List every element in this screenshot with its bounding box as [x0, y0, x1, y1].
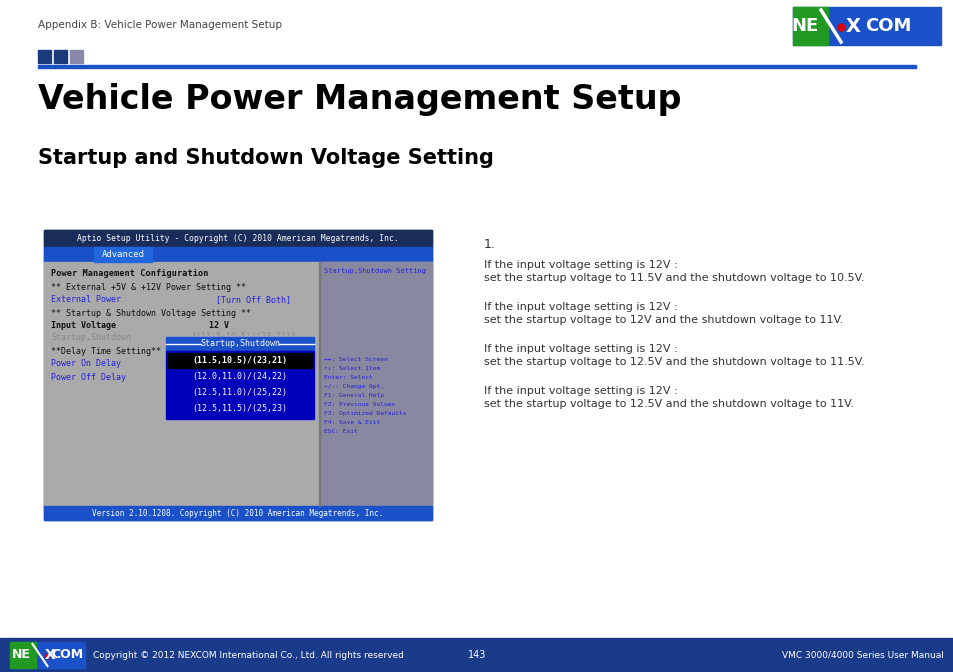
- Text: X: X: [45, 648, 55, 662]
- Bar: [0, 638, 953, 672]
- Text: 12 V: 12 V: [209, 321, 229, 330]
- Text: Startup,Shutdown: Startup,Shutdown: [200, 339, 280, 349]
- Text: Advanced: Advanced: [101, 250, 144, 259]
- Bar: [44, 506, 432, 520]
- Text: (12.5,11.5)/(25,23): (12.5,11.5)/(25,23): [193, 405, 287, 413]
- Bar: [792, 7, 940, 45]
- Text: Appendix B: Vehicle Power Management Setup: Appendix B: Vehicle Power Management Set…: [38, 20, 282, 30]
- Text: Startup,Shutdown Setting: Startup,Shutdown Setting: [324, 268, 426, 274]
- Text: NE: NE: [11, 648, 30, 661]
- Bar: [165, 336, 314, 420]
- Text: Startup and Shutdown Voltage Setting: Startup and Shutdown Voltage Setting: [38, 148, 494, 168]
- Bar: [38, 65, 915, 67]
- Text: 143: 143: [467, 650, 486, 660]
- Bar: [10, 642, 36, 668]
- Text: (12.5,11.0)/(25,22): (12.5,11.0)/(25,22): [193, 388, 287, 398]
- Text: F1: General Help: F1: General Help: [324, 393, 384, 398]
- Text: Enter: Select: Enter: Select: [324, 375, 373, 380]
- Text: Power On Delay: Power On Delay: [51, 358, 121, 368]
- Text: COM: COM: [51, 648, 83, 661]
- Text: F2: Previous Values: F2: Previous Values: [324, 402, 395, 407]
- Text: set the startup voltage to 12.5V and the shutdown voltage to 11V.: set the startup voltage to 12.5V and the…: [483, 399, 853, 409]
- Text: (12.0,11.0)/(24,22): (12.0,11.0)/(24,22): [193, 372, 287, 382]
- Text: If the input voltage setting is 12V :: If the input voltage setting is 12V :: [483, 302, 677, 312]
- Text: Input Voltage: Input Voltage: [51, 321, 116, 330]
- Text: set the startup voltage to 12V and the shutdown voltage to 11V.: set the startup voltage to 12V and the s…: [483, 315, 842, 325]
- Text: ** Startup & Shutdown Voltage Setting **: ** Startup & Shutdown Voltage Setting **: [51, 310, 251, 319]
- Text: If the input voltage setting is 12V :: If the input voltage setting is 12V :: [483, 386, 677, 396]
- Text: ** External +5V & +12V Power Setting **: ** External +5V & +12V Power Setting **: [51, 284, 246, 292]
- Text: Copyright © 2012 NEXCOM International Co., Ltd. All rights reserved: Copyright © 2012 NEXCOM International Co…: [92, 650, 403, 659]
- Text: Version 2.10.1208. Copyright (C) 2010 American Megatrends, Inc.: Version 2.10.1208. Copyright (C) 2010 Am…: [92, 509, 383, 517]
- Text: If the input voltage setting is 12V :: If the input voltage setting is 12V :: [483, 344, 677, 354]
- Bar: [168, 353, 312, 368]
- Text: ↑↓: Select Item: ↑↓: Select Item: [324, 366, 380, 371]
- Bar: [44, 247, 432, 262]
- Text: COM: COM: [864, 17, 910, 35]
- Polygon shape: [792, 7, 827, 45]
- Text: set the startup voltage to 11.5V and the shutdown voltage to 10.5V.: set the startup voltage to 11.5V and the…: [483, 273, 863, 283]
- Text: Power Management Configuration: Power Management Configuration: [51, 269, 209, 278]
- Text: Startup,Shutdown: Startup,Shutdown: [51, 333, 131, 341]
- Bar: [38, 50, 51, 63]
- Text: Power Off Delay: Power Off Delay: [51, 373, 126, 382]
- Text: [Turn Off Both]: [Turn Off Both]: [215, 295, 291, 304]
- Text: **Delay Time Setting**: **Delay Time Setting**: [51, 347, 161, 356]
- Text: X: X: [844, 17, 860, 36]
- Text: F4: Save & Exit: F4: Save & Exit: [324, 420, 380, 425]
- Bar: [166, 337, 314, 351]
- Text: If the input voltage setting is 12V :: If the input voltage setting is 12V :: [483, 260, 677, 270]
- Bar: [54, 50, 67, 63]
- Bar: [10, 642, 85, 668]
- Text: [(11.5,10.5)/(23,21)]: [(11.5,10.5)/(23,21)]: [191, 333, 295, 341]
- Text: NE: NE: [791, 17, 818, 35]
- Bar: [166, 351, 314, 419]
- Text: Vehicle Power Management Setup: Vehicle Power Management Setup: [38, 83, 680, 116]
- Text: +/-: Change Opt.: +/-: Change Opt.: [324, 384, 384, 389]
- Text: F3: Optimized Defaults: F3: Optimized Defaults: [324, 411, 406, 416]
- Bar: [44, 230, 432, 520]
- Text: ↔↔: Select Screen: ↔↔: Select Screen: [324, 357, 387, 362]
- Text: set the startup voltage to 12.5V and the shutdown voltage to 11.5V.: set the startup voltage to 12.5V and the…: [483, 357, 863, 367]
- Text: External Power: External Power: [51, 295, 121, 304]
- Bar: [319, 262, 432, 506]
- Bar: [44, 262, 432, 506]
- Bar: [94, 247, 152, 262]
- Text: (11.5,10.5)/(23,21): (11.5,10.5)/(23,21): [193, 357, 287, 366]
- Bar: [70, 50, 83, 63]
- Text: Aptio Setup Utility - Copyright (C) 2010 American Megatrends, Inc.: Aptio Setup Utility - Copyright (C) 2010…: [77, 234, 398, 243]
- Text: VMC 3000/4000 Series User Manual: VMC 3000/4000 Series User Manual: [781, 650, 943, 659]
- Text: ESC: Exit: ESC: Exit: [324, 429, 357, 434]
- Bar: [44, 230, 432, 247]
- Bar: [318, 262, 319, 506]
- Text: 1.: 1.: [483, 238, 496, 251]
